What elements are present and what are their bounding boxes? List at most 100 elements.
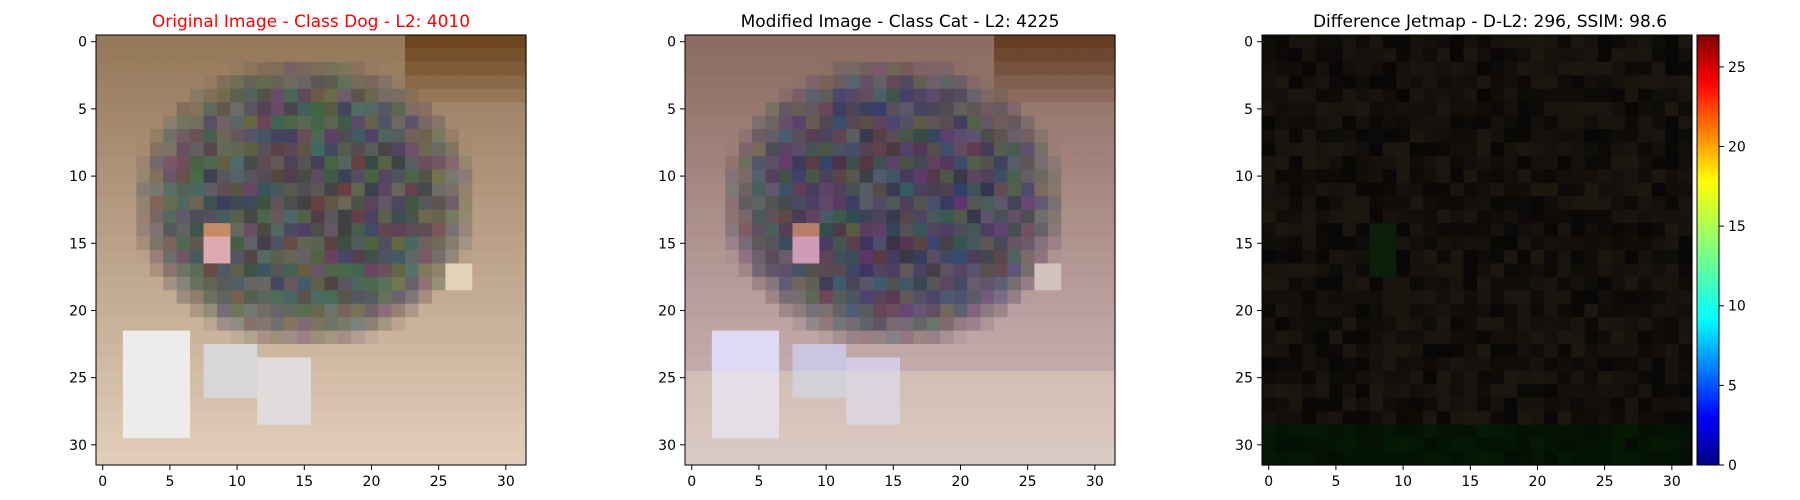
image-pixel (980, 411, 995, 426)
image-pixel (257, 344, 272, 359)
image-pixel (149, 263, 164, 278)
image-pixel (886, 169, 901, 184)
image-pixel (485, 209, 500, 224)
image-pixel (1624, 438, 1639, 453)
image-pixel (1463, 88, 1478, 103)
image-pixel (873, 357, 888, 372)
image-pixel (738, 330, 753, 345)
image-pixel (967, 370, 982, 385)
image-pixel (163, 384, 178, 399)
image-pixel (1530, 276, 1545, 291)
image-pixel (1342, 451, 1357, 466)
image-pixel (953, 424, 968, 439)
image-pixel (685, 424, 700, 439)
image-pixel (1369, 48, 1384, 63)
image-pixel (1544, 290, 1559, 305)
image-pixel (378, 330, 393, 345)
image-pixel (994, 370, 1009, 385)
image-pixel (270, 276, 285, 291)
image-pixel (940, 142, 955, 157)
image-pixel (1074, 317, 1089, 332)
image-pixel (109, 88, 124, 103)
image-pixel (1584, 451, 1599, 466)
image-pixel (1007, 236, 1022, 251)
image-pixel (886, 236, 901, 251)
image-pixel (270, 303, 285, 318)
image-pixel (873, 250, 888, 265)
image-pixel (1638, 263, 1653, 278)
image-pixel (311, 209, 326, 224)
image-pixel (1342, 48, 1357, 63)
image-pixel (1369, 155, 1384, 170)
image-pixel (311, 411, 326, 426)
image-pixel (980, 276, 995, 291)
image-pixel (405, 357, 420, 372)
image-pixel (311, 129, 326, 144)
image-pixel (1503, 290, 1518, 305)
image-pixel (792, 344, 807, 359)
image-pixel (364, 250, 379, 265)
image-pixel (364, 438, 379, 453)
image-pixel (109, 75, 124, 90)
image-pixel (1477, 290, 1492, 305)
image-pixel (1584, 397, 1599, 412)
image-pixel (1329, 35, 1344, 50)
image-pixel (405, 384, 420, 399)
x-tick-label: 30 (1086, 474, 1104, 490)
image-pixel (859, 424, 874, 439)
image-pixel (284, 317, 299, 332)
image-pixel (1074, 451, 1089, 466)
image-pixel (886, 303, 901, 318)
image-pixel (1584, 182, 1599, 197)
image-pixel (351, 142, 366, 157)
image-pixel (967, 196, 982, 211)
image-pixel (1477, 169, 1492, 184)
image-pixel (765, 263, 780, 278)
image-pixel (216, 223, 231, 238)
image-pixel (1651, 236, 1666, 251)
image-pixel (1034, 451, 1049, 466)
image-pixel (967, 48, 982, 63)
image-pixel (1638, 35, 1653, 50)
image-pixel (1302, 129, 1317, 144)
image-pixel (270, 290, 285, 305)
image-pixel (1450, 209, 1465, 224)
image-pixel (337, 424, 352, 439)
image-pixel (967, 263, 982, 278)
image-pixel (725, 115, 740, 130)
image-pixel (324, 223, 339, 238)
image-pixel (1409, 303, 1424, 318)
image-pixel (418, 438, 433, 453)
image-pixel (1423, 397, 1438, 412)
image-pixel (711, 303, 726, 318)
image-pixel (1678, 196, 1693, 211)
image-pixel (752, 48, 767, 63)
image-pixel (1584, 411, 1599, 426)
image-pixel (378, 424, 393, 439)
image-pixel (900, 276, 915, 291)
image-pixel (163, 411, 178, 426)
image-pixel (1396, 35, 1411, 50)
image-pixel (738, 48, 753, 63)
image-pixel (1074, 182, 1089, 197)
image-pixel (257, 196, 272, 211)
image-pixel (685, 370, 700, 385)
image-pixel (1356, 370, 1371, 385)
image-pixel (873, 451, 888, 466)
image-pixel (1409, 129, 1424, 144)
image-pixel (458, 384, 473, 399)
image-pixel (96, 102, 111, 117)
image-pixel (1342, 209, 1357, 224)
image-pixel (1288, 250, 1303, 265)
image-pixel (122, 344, 137, 359)
image-pixel (1557, 88, 1572, 103)
image-pixel (418, 236, 433, 251)
image-pixel (1275, 451, 1290, 466)
image-pixel (1007, 196, 1022, 211)
image-pixel (685, 102, 700, 117)
image-pixel (1611, 48, 1626, 63)
image-pixel (953, 411, 968, 426)
panel-title-modified: Modified Image - Class Cat - L2: 4225 (741, 12, 1060, 32)
image-pixel (1061, 142, 1076, 157)
image-pixel (203, 35, 218, 50)
